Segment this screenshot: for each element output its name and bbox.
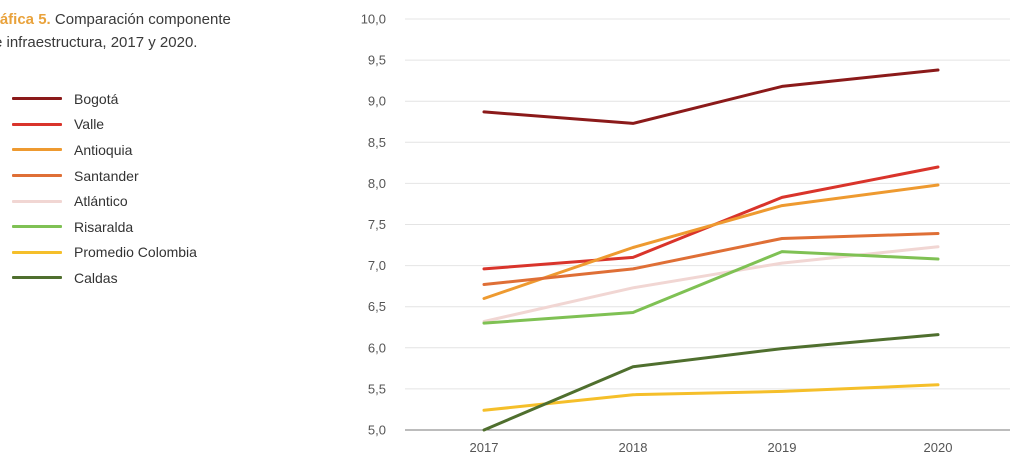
legend-item: Caldas (12, 265, 197, 291)
legend-label: Santander (74, 167, 139, 184)
series-line-promedio-colombia (482, 383, 940, 412)
series-line-caldas (482, 333, 940, 432)
legend-label: Antioquia (74, 141, 133, 158)
series-line-santander (482, 232, 940, 286)
y-tick-label: 6,0 (368, 340, 386, 355)
y-tick-label: 10,0 (361, 12, 386, 27)
chart-title-text-2: e infraestructura, 2017 y 2020. (0, 34, 198, 51)
y-tick-label: 5,5 (368, 381, 386, 396)
y-tick-label: 7,0 (368, 258, 386, 273)
legend-item: Valle (12, 112, 197, 138)
legend-swatch (12, 97, 62, 101)
chart-title-text: Comparación componente (54, 11, 231, 28)
legend-label: Atlántico (74, 193, 128, 210)
legend-item: Bogotá (12, 86, 197, 112)
legend-label: Risaralda (74, 218, 134, 235)
y-tick-label: 8,0 (368, 176, 386, 191)
series-line-risaralda (482, 250, 940, 325)
y-tick-label: 8,5 (368, 135, 386, 150)
legend-swatch (12, 199, 62, 203)
x-tick-label: 2020 (924, 440, 953, 455)
x-tick-label: 2017 (470, 440, 499, 455)
legend-swatch (12, 276, 62, 280)
legend-swatch (12, 250, 62, 254)
legend-item: Antioquia (12, 137, 197, 163)
legend-swatch (12, 174, 62, 178)
chart-title: ráfica 5. Comparación componente e infra… (0, 8, 314, 54)
series-line-antioquia (482, 183, 940, 300)
y-tick-label: 5,0 (368, 423, 386, 438)
legend-label: Bogotá (74, 90, 119, 107)
chart-title-label: ráfica 5. (0, 11, 51, 28)
legend-swatch (12, 148, 62, 152)
x-tick-label: 2018 (619, 440, 648, 455)
legend-label: Caldas (74, 269, 118, 286)
x-tick-label: 2019 (768, 440, 797, 455)
series-line-atlantico (482, 245, 940, 323)
y-tick-label: 9,0 (368, 94, 386, 109)
legend-item: Risaralda (12, 214, 197, 240)
legend-label: Promedio Colombia (74, 244, 197, 261)
y-tick-label: 7,5 (368, 217, 386, 232)
y-tick-label: 6,5 (368, 299, 386, 314)
legend-label: Valle (74, 116, 105, 133)
chart-legend: Bogotá Valle Antioquia Santander Atlántico Ri… (12, 86, 197, 291)
legend-item: Atlántico (12, 188, 197, 214)
y-tick-label: 9,5 (368, 53, 386, 68)
series-line-bogota (482, 68, 940, 125)
legend-item: Promedio Colombia (12, 240, 197, 266)
legend-item: Santander (12, 163, 197, 189)
legend-swatch (12, 122, 62, 126)
legend-swatch (12, 225, 62, 229)
